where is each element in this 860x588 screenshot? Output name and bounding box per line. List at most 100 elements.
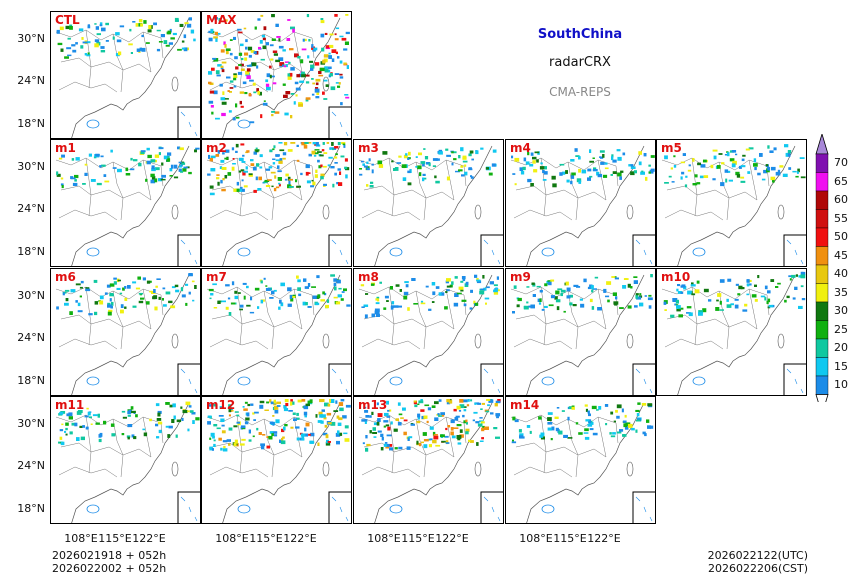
- radar-echo: [240, 105, 244, 108]
- radar-echo: [280, 282, 285, 287]
- radar-echo: [143, 432, 148, 437]
- radar-echo: [550, 295, 556, 299]
- radar-echo: [327, 164, 331, 167]
- colorbar-tick-label: 55: [834, 211, 848, 225]
- radar-echo: [685, 175, 688, 178]
- radar-echo: [435, 286, 440, 289]
- radar-echo: [185, 401, 191, 406]
- radar-echo: [74, 179, 77, 182]
- radar-echo: [229, 91, 232, 93]
- radar-echo: [333, 296, 338, 299]
- radar-echo: [671, 181, 675, 183]
- radar-echo: [405, 153, 408, 156]
- radar-echo: [696, 182, 701, 185]
- radar-echo: [789, 278, 792, 281]
- radar-echo: [294, 81, 299, 85]
- radar-echo: [339, 76, 344, 79]
- radar-echo: [221, 112, 226, 117]
- taiwan-island: [626, 333, 634, 349]
- radar-echo: [258, 432, 262, 435]
- radar-echo: [216, 32, 221, 35]
- taiwan-island: [626, 461, 634, 477]
- radar-echo: [131, 434, 135, 438]
- radar-echo: [384, 442, 388, 444]
- radar-echo: [775, 286, 779, 288]
- radar-echo: [163, 304, 167, 307]
- radar-echo: [128, 43, 133, 46]
- radar-echo: [321, 149, 325, 152]
- province-border: [615, 165, 619, 187]
- radar-echo: [757, 275, 760, 279]
- radar-echo: [731, 150, 737, 153]
- radar-echo: [142, 428, 146, 431]
- radar-echo: [266, 73, 271, 78]
- radar-echo: [111, 301, 114, 306]
- radar-echo: [365, 293, 369, 295]
- inset-islands: [180, 496, 198, 522]
- radar-echo: [547, 417, 552, 421]
- radar-echo: [610, 435, 616, 438]
- radar-echo: [416, 440, 419, 445]
- radar-echo: [590, 285, 594, 289]
- lon-tick-label: 115°E: [98, 532, 132, 545]
- radar-echo: [278, 45, 284, 49]
- radar-echo: [278, 142, 283, 144]
- province-border: [293, 416, 303, 458]
- panel-label: m9: [510, 270, 531, 284]
- radar-echo: [400, 417, 404, 419]
- radar-echo: [330, 421, 336, 426]
- radar-echo: [259, 166, 263, 169]
- radar-echo: [58, 157, 63, 160]
- radar-echo: [273, 187, 277, 192]
- radar-echo: [413, 400, 417, 403]
- radar-echo: [129, 28, 132, 32]
- radar-echo: [453, 427, 459, 429]
- radar-echo: [209, 297, 212, 300]
- radar-echo: [453, 408, 457, 412]
- radar-echo: [341, 142, 346, 144]
- radar-echo: [495, 436, 500, 439]
- radar-echo: [297, 279, 301, 283]
- panel-label: m11: [55, 398, 85, 412]
- radar-echo: [532, 160, 536, 164]
- radar-echo: [77, 302, 81, 307]
- radar-echo: [272, 415, 275, 417]
- province-border: [748, 288, 758, 330]
- radar-echo: [272, 82, 277, 85]
- radar-echo: [247, 403, 251, 407]
- province-border: [60, 185, 152, 201]
- province-border: [361, 338, 421, 350]
- radar-echo: [292, 28, 295, 33]
- radar-echo: [69, 26, 73, 30]
- radar-echo: [587, 423, 593, 427]
- radar-echo: [565, 281, 569, 286]
- radar-echo: [298, 103, 303, 107]
- radar-echo: [431, 282, 436, 286]
- hainan-island: [86, 247, 100, 257]
- radar-echo: [456, 292, 462, 295]
- radar-echo: [796, 171, 799, 174]
- radar-echo: [335, 82, 340, 84]
- radar-echo: [664, 182, 669, 184]
- radar-echo: [250, 159, 254, 162]
- radar-echo: [376, 402, 379, 406]
- radar-echo: [609, 432, 612, 435]
- radar-echo: [225, 284, 230, 287]
- radar-echo: [311, 46, 315, 50]
- radar-echo: [127, 285, 131, 289]
- radar-echo: [146, 147, 150, 151]
- radar-echo: [209, 192, 215, 196]
- radar-echo: [364, 421, 367, 424]
- radar-echo: [143, 20, 147, 24]
- radar-echo: [613, 301, 619, 305]
- radar-echo: [786, 295, 790, 299]
- radar-echo: [543, 166, 547, 170]
- radar-echo: [233, 74, 238, 78]
- radar-echo: [185, 283, 189, 286]
- radar-echo: [233, 425, 238, 428]
- radar-echo: [224, 175, 228, 179]
- radar-echo: [779, 165, 784, 168]
- radar-echo: [249, 311, 255, 314]
- radar-echo: [428, 162, 431, 167]
- radar-echo: [418, 152, 422, 156]
